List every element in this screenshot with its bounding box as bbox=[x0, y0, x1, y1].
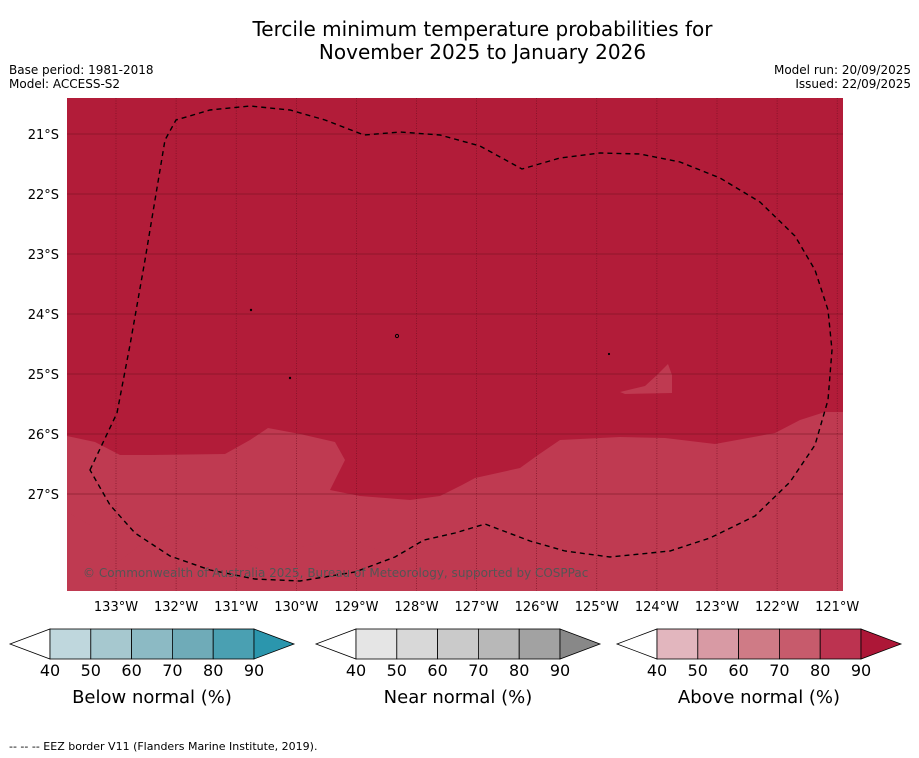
islands bbox=[249, 308, 611, 380]
lat-label: 23°S bbox=[28, 248, 59, 263]
colorbar-title: Below normal (%) bbox=[72, 687, 232, 708]
colorbar-tick: 60 bbox=[121, 661, 141, 680]
lon-label: 130°W bbox=[274, 600, 318, 615]
colorbar-tick: 80 bbox=[810, 661, 830, 680]
colorbar-near: 40 50 60 70 80 90 Near normal (%) bbox=[314, 628, 602, 708]
colorbar-segment bbox=[819, 628, 862, 660]
model-name: Model: ACCESS-S2 bbox=[9, 77, 121, 91]
colorbar-segment bbox=[171, 628, 214, 660]
lon-label: 129°W bbox=[334, 600, 378, 615]
colorbar-segment bbox=[90, 628, 133, 660]
above-70-80-lighter-region bbox=[67, 512, 595, 591]
map-title: Tercile minimum temperature probabilitie… bbox=[0, 18, 919, 64]
island-marker bbox=[288, 376, 292, 380]
eez-legend-footer: -- -- -- EEZ border V11 (Flanders Marine… bbox=[9, 740, 318, 753]
title-line-1: Tercile minimum temperature probabilitie… bbox=[252, 17, 713, 41]
colorbar-segment bbox=[518, 628, 561, 660]
colorbar-tick: 70 bbox=[162, 661, 182, 680]
lat-label: 21°S bbox=[28, 128, 59, 143]
title-line-2: November 2025 to January 2026 bbox=[318, 40, 647, 64]
colorbar-tick: 40 bbox=[647, 661, 667, 680]
colorbar-below: 40 50 60 70 80 90 Below normal (%) bbox=[8, 628, 296, 708]
colorbar-segment bbox=[697, 628, 739, 660]
colorbar-segment bbox=[779, 628, 821, 660]
colorbar-segment bbox=[396, 628, 438, 660]
colorbar-tick: 50 bbox=[81, 661, 101, 680]
colorbar-tick: 90 bbox=[550, 661, 570, 680]
lon-label: 124°W bbox=[635, 600, 679, 615]
colorbar-low-extension bbox=[8, 628, 51, 660]
above-70-80-region bbox=[67, 412, 843, 591]
colorbar-tick: 90 bbox=[244, 661, 264, 680]
colorbar-segment bbox=[738, 628, 780, 660]
colorbar-low-extension bbox=[314, 628, 357, 660]
above-70-80-patch bbox=[620, 364, 672, 394]
lat-label: 22°S bbox=[28, 188, 59, 203]
colorbar-tick: 70 bbox=[769, 661, 789, 680]
lon-label: 133°W bbox=[94, 600, 138, 615]
lat-label: 24°S bbox=[28, 308, 59, 323]
lon-label: 125°W bbox=[575, 600, 619, 615]
lon-label: 132°W bbox=[154, 600, 198, 615]
colorbar-segment bbox=[477, 628, 520, 660]
colorbar-title: Above normal (%) bbox=[678, 687, 840, 708]
colorbar-low-extension bbox=[615, 628, 658, 660]
island-marker bbox=[607, 352, 611, 356]
lat-label: 26°S bbox=[28, 428, 59, 443]
lat-label: 27°S bbox=[28, 488, 59, 503]
model-run: Model run: 20/09/2025 bbox=[773, 63, 911, 77]
colorbar-tick: 40 bbox=[40, 661, 60, 680]
lon-label: 131°W bbox=[214, 600, 258, 615]
colorbar-tick: 60 bbox=[728, 661, 748, 680]
colorbar-tick: 70 bbox=[468, 661, 488, 680]
colorbar-legends: 40 50 60 70 80 90 Below normal (%) 40 50 60 70 80 90… bbox=[8, 628, 903, 708]
colorbar-tick: 80 bbox=[509, 661, 529, 680]
colorbar-title: Near normal (%) bbox=[384, 687, 533, 708]
latitude-labels: 21°S 22°S 23°S 24°S 25°S 26°S 27°S bbox=[28, 128, 59, 503]
colorbar-tick: 90 bbox=[851, 661, 871, 680]
colorbar-tick: 60 bbox=[427, 661, 447, 680]
island-marker bbox=[394, 333, 400, 339]
eez-border bbox=[89, 105, 833, 582]
lat-label: 25°S bbox=[28, 368, 59, 383]
colorbar-high-extension bbox=[860, 628, 903, 660]
map-plot-area: © Commonwealth of Australia 2025, Bureau… bbox=[67, 98, 843, 591]
lon-label: 128°W bbox=[394, 600, 438, 615]
lon-label: 121°W bbox=[815, 600, 859, 615]
issued-date: Issued: 22/09/2025 bbox=[795, 77, 911, 91]
colorbar-segment bbox=[656, 628, 699, 660]
island-marker bbox=[249, 308, 253, 312]
colorbar-tick: 50 bbox=[688, 661, 708, 680]
colorbar-high-extension bbox=[559, 628, 602, 660]
colorbar-tick: 40 bbox=[346, 661, 366, 680]
colorbar-tick: 50 bbox=[387, 661, 407, 680]
colorbar-segment bbox=[49, 628, 92, 660]
map-figure: © Commonwealth of Australia 2025, Bureau… bbox=[8, 98, 903, 708]
colorbar-segment bbox=[212, 628, 255, 660]
lon-label: 123°W bbox=[695, 600, 739, 615]
lon-label: 126°W bbox=[515, 600, 559, 615]
meta-left: Base period: 1981-2018 Model: ACCESS-S2 bbox=[9, 63, 154, 91]
colorbar-above: 40 50 60 70 80 90 Above normal (%) bbox=[615, 628, 903, 708]
longitude-labels: 133°W 132°W 131°W 130°W 129°W 128°W 127°W 126°W… bbox=[94, 600, 860, 615]
colorbar-segment bbox=[355, 628, 398, 660]
colorbar-high-extension bbox=[253, 628, 296, 660]
lon-label: 122°W bbox=[755, 600, 799, 615]
colorbar-segment bbox=[131, 628, 173, 660]
meta-right: Model run: 20/09/2025 Issued: 22/09/2025 bbox=[774, 63, 911, 91]
colorbar-tick: 80 bbox=[203, 661, 223, 680]
lon-label: 127°W bbox=[455, 600, 499, 615]
colorbar-segment bbox=[437, 628, 479, 660]
copyright-text: © Commonwealth of Australia 2025, Bureau… bbox=[83, 566, 588, 580]
map-gridlines bbox=[67, 98, 843, 591]
base-period: Base period: 1981-2018 bbox=[9, 63, 154, 77]
